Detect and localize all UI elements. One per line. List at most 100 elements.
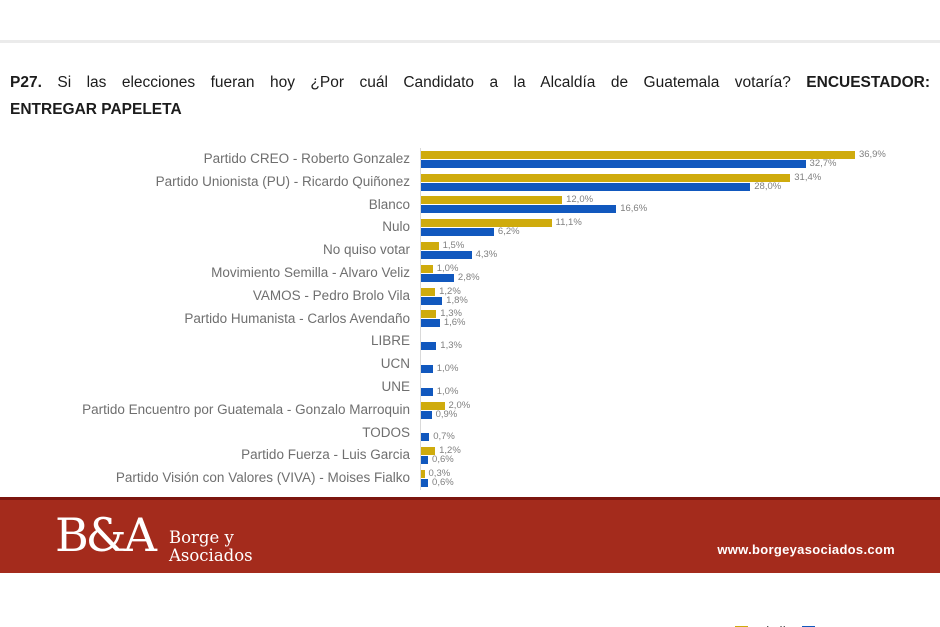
bar-mayo [421, 251, 472, 260]
category-bars: 1,3% 1,6% [420, 307, 940, 331]
bar-mayo [421, 410, 432, 419]
category-bars: 1,2% 0,6% [420, 444, 940, 468]
chart-row: UCN 1,0% [0, 353, 940, 376]
company-logo: B&A Borge y Asociados [55, 508, 253, 565]
bar-line-mayo: 4,3% [421, 250, 940, 260]
bar-abril-value: 36,9% [858, 148, 886, 160]
category-bars: 1,5% 4,3% [420, 239, 940, 262]
category-label: Partido Visión con Valores (VIVA) - Mois… [115, 470, 410, 486]
logo-company-name-line2: Asociados [168, 546, 253, 565]
bar-mayo-value: 1,0% [436, 385, 459, 397]
chart-row: Partido CREO - Roberto Gonzalez 36,9% 32… [0, 148, 940, 171]
chart-row: Partido Humanista - Carlos Avendaño 1,3%… [0, 307, 940, 331]
category-label: No quiso votar [322, 242, 410, 258]
category-bars: 0,7% [420, 421, 940, 445]
bar-mayo [421, 365, 433, 374]
logo-company-name: Borge y Asociados [169, 529, 253, 565]
chart-row: Nulo 11,1% 6,2% [0, 216, 940, 240]
chart-row: Partido Unionista (PU) - Ricardo Quiñone… [0, 170, 940, 194]
bar-line-abril: 1,3% [421, 308, 940, 320]
category-bars: 1,0% [420, 375, 940, 399]
category-label: LIBRE [370, 333, 410, 349]
bar-abril-value: 1,2% [439, 285, 461, 297]
bar-line-abril: 31,4% [421, 171, 940, 183]
chart-row: Partido Fuerza - Luis Garcia 1,2% 0,6% [0, 444, 940, 468]
bar-chart: Partido CREO - Roberto Gonzalez 36,9% 32… [0, 148, 940, 627]
bar-mayo [421, 182, 751, 191]
category-bars: 11,1% 6,2% [420, 216, 940, 240]
bar-abril [421, 196, 563, 205]
bar-mayo-value: 6,2% [497, 226, 520, 238]
category-label: Partido CREO - Roberto Gonzalez [203, 151, 410, 166]
question-title-line1: P27. Si las elecciones fueran hoy ¿Por c… [10, 69, 930, 96]
footer-band: B&A Borge y Asociados www.borgeyasociado… [0, 500, 940, 573]
interviewer-note: ENCUESTADOR: [806, 74, 930, 91]
bar-line-abril: 1,2% [421, 445, 940, 457]
question-number: P27. [10, 74, 42, 91]
bar-mayo [421, 433, 430, 442]
bar-abril [421, 447, 436, 456]
bar-line-abril [421, 356, 940, 364]
category-bars: 36,9% 32,7% [420, 148, 940, 171]
bar-mayo [421, 296, 443, 305]
bar-line-mayo: 6,2% [421, 226, 940, 238]
category-label: Partido Encuentro por Guatemala - Gonzal… [82, 401, 410, 417]
bar-line-mayo: 28,0% [421, 180, 940, 192]
bar-line-abril: 2,0% [421, 399, 940, 411]
bar-mayo-value: 1,3% [440, 340, 462, 352]
legend-label-mayo: Mayo [823, 624, 860, 627]
bar-mayo-value: 0,9% [435, 408, 458, 420]
bar-line-abril [421, 424, 940, 432]
bar-mayo-value: 28,0% [754, 180, 782, 192]
bar-mayo-value: 1,6% [443, 317, 466, 329]
bar-abril-value: 1,2% [439, 445, 461, 457]
bar-line-mayo: 16,6% [421, 203, 940, 215]
category-bars: 12,0% 16,6% [420, 193, 940, 217]
bar-line-mayo: 2,8% [421, 273, 940, 282]
category-bars: 0,3% 0,6% [420, 467, 940, 490]
category-label: UCN [380, 356, 410, 372]
bar-mayo [421, 159, 806, 168]
website-url: www.borgeyasociados.com [717, 542, 895, 557]
bar-line-abril [421, 333, 940, 341]
bar-mayo-value: 16,6% [620, 203, 648, 215]
bar-abril [421, 287, 436, 296]
chart-row: VAMOS - Pedro Brolo Vila 1,2% 1,8% [0, 284, 940, 308]
bar-line-mayo: 1,3% [421, 340, 940, 352]
bar-abril-value: 31,4% [794, 171, 822, 183]
bar-mayo-value: 1,0% [436, 363, 459, 375]
bar-mayo [421, 342, 437, 351]
category-label: Nulo [382, 219, 410, 235]
logo-monogram: B&A [55, 508, 157, 562]
bar-line-abril [421, 379, 940, 387]
chart-row: Partido Visión con Valores (VIVA) - Mois… [0, 467, 940, 490]
top-divider [0, 40, 940, 43]
bar-mayo [421, 319, 440, 328]
bar-mayo-value: 0,6% [432, 454, 454, 466]
bar-abril [421, 219, 552, 228]
bar-abril [421, 242, 439, 251]
chart-row: TODOS 0,7% [0, 421, 940, 445]
bar-abril [421, 310, 437, 319]
bar-line-mayo: 0,7% [421, 432, 940, 442]
bar-mayo-value: 32,7% [809, 157, 837, 169]
category-label: Partido Unionista (PU) - Ricardo Quiñone… [155, 173, 410, 189]
bar-line-abril: 1,2% [421, 285, 940, 297]
bar-abril-value: 2,0% [448, 399, 471, 411]
legend-label-abril: Abril [756, 624, 786, 627]
bar-line-mayo: 32,7% [421, 157, 940, 169]
chart-rows: Partido CREO - Roberto Gonzalez 36,9% 32… [0, 148, 940, 490]
bar-mayo [421, 456, 429, 465]
bar-abril [421, 150, 855, 159]
bar-mayo [421, 387, 433, 396]
category-label: TODOS [362, 424, 410, 440]
category-bars: 1,2% 1,8% [420, 284, 940, 308]
bar-abril-value: 1,5% [442, 240, 465, 252]
bar-line-mayo: 1,0% [421, 385, 940, 397]
bar-line-mayo: 1,8% [421, 294, 940, 306]
chart-row: UNE 1,0% [0, 375, 940, 399]
bar-abril-value: 1,3% [440, 308, 462, 320]
chart-row: No quiso votar 1,5% 4,3% [0, 239, 940, 262]
bar-mayo-value: 1,8% [446, 294, 468, 306]
